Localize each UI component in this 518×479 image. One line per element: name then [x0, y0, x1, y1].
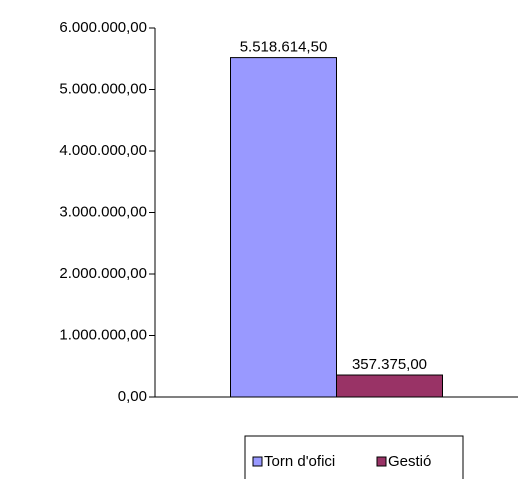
legend-box	[244, 435, 464, 479]
data-label: 5.518.614,50	[240, 39, 328, 56]
legend-label: Gestió	[388, 453, 431, 470]
legend-label: Torn d'ofici	[264, 453, 335, 470]
y-tick-label: 0,00	[118, 388, 147, 405]
y-tick-label: 2.000.000,00	[59, 265, 147, 282]
data-label: 357.375,00	[352, 356, 427, 373]
y-tick-label: 6.000.000,00	[59, 19, 147, 36]
y-tick-label: 4.000.000,00	[59, 142, 147, 159]
y-tick-label: 5.000.000,00	[59, 80, 147, 97]
bar	[230, 57, 337, 398]
y-tick-label: 1.000.000,00	[59, 326, 147, 343]
legend-swatch	[252, 456, 263, 467]
bar	[336, 374, 443, 398]
legend-swatch	[376, 456, 387, 467]
y-tick-label: 3.000.000,00	[59, 203, 147, 220]
